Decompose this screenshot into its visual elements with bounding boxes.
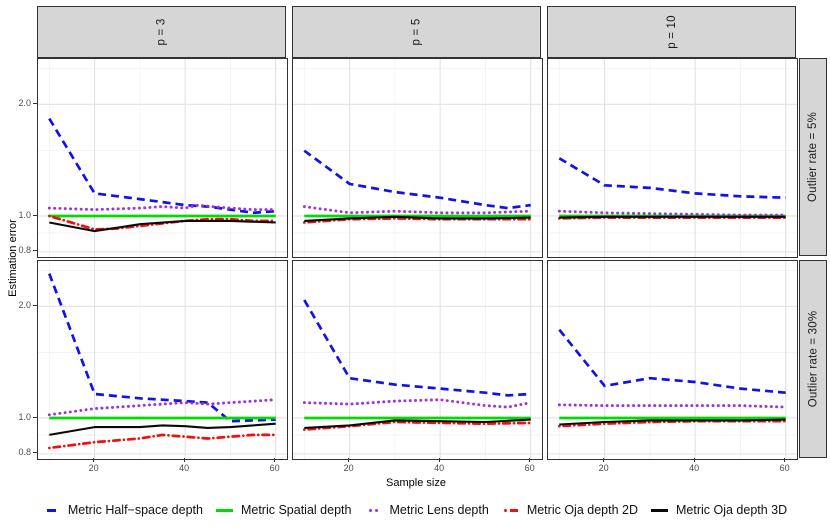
x-tick-mark	[603, 458, 605, 462]
series-halfspace	[303, 299, 531, 397]
y-tick-mark	[33, 214, 37, 216]
legend-item-lens: Metric Lens depth	[364, 503, 489, 517]
panel-p3-outlier5	[37, 58, 288, 258]
series-lens	[557, 403, 788, 409]
series-halfspace	[558, 157, 786, 200]
facet-strip-col-p3: p = 3	[37, 6, 286, 58]
legend-label: Metric Oja depth 2D	[526, 503, 638, 517]
x-tick-mark	[183, 458, 185, 462]
panel-p5-outlier30	[292, 260, 543, 460]
y-tick-label: 2.0	[18, 299, 31, 310]
oja3d-line-key-icon	[651, 508, 669, 512]
x-tick-label: 20	[598, 463, 609, 473]
legend-item-halfspace: Metric Half−space depth	[43, 503, 203, 517]
panel-p5-outlier5	[292, 58, 543, 258]
legend-label: Metric Half−space depth	[67, 503, 203, 517]
y-tick-label: 1.0	[18, 411, 31, 422]
series-oja2d	[47, 433, 278, 450]
legend-key-segment	[503, 508, 507, 512]
x-tick-label: 20	[88, 463, 99, 473]
y-tick-label: 2.0	[18, 97, 31, 108]
legend-key-segment	[510, 508, 519, 512]
legend-key-segment	[651, 508, 669, 512]
series-oja3d	[559, 418, 786, 426]
x-tick-mark	[93, 458, 95, 462]
panel-p10-outlier5	[547, 58, 798, 258]
panel-p10-outlier30	[547, 260, 798, 460]
legend-label: Metric Oja depth 3D	[675, 503, 788, 517]
panel-canvas	[38, 59, 287, 257]
y-tick-mark	[33, 250, 37, 252]
x-tick-mark	[348, 458, 350, 462]
y-tick-mark	[33, 416, 37, 418]
series-oja3d	[304, 418, 531, 429]
series-halfspace	[558, 328, 786, 395]
x-tick-label: 60	[269, 463, 280, 473]
legend-key-segment	[47, 508, 57, 512]
series-lens	[47, 398, 278, 417]
facet-strip-label: p = 10	[665, 15, 678, 49]
panel-canvas	[548, 59, 797, 257]
y-tick-mark	[33, 452, 37, 454]
facet-strip-label: p = 5	[410, 18, 423, 46]
x-tick-label: 40	[434, 463, 445, 473]
facet-strip-label: Outlier rate = 5%	[807, 111, 820, 203]
legend-item-oja2d: Metric Oja depth 2D	[502, 503, 638, 517]
x-tick-mark	[529, 458, 531, 462]
y-tick-label: 1.0	[18, 209, 31, 220]
x-tick-label: 40	[179, 463, 190, 473]
series-lens	[302, 398, 533, 409]
panel-canvas	[293, 59, 542, 257]
y-tick-mark	[33, 304, 37, 306]
series-halfspace	[48, 117, 276, 215]
facet-strip-col-p10: p = 10	[547, 6, 796, 58]
y-tick-label: 0.8	[18, 447, 31, 458]
facet-strip-col-p5: p = 5	[292, 6, 541, 58]
series-lens	[47, 203, 278, 212]
legend-item-oja3d: Metric Oja depth 3D	[651, 503, 787, 517]
y-axis-title: Estimation error	[7, 219, 19, 297]
legend-key-segment	[216, 508, 234, 512]
x-tick-mark	[274, 458, 276, 462]
series-oja3d	[559, 215, 786, 219]
legend-label: Metric Lens depth	[389, 503, 489, 517]
x-axis-title: Sample size	[386, 477, 446, 489]
legend-key-segment	[368, 508, 372, 512]
facet-strip-row-outlier-5: Outlier rate = 5%	[799, 58, 827, 256]
spatial-line-key-icon	[216, 508, 234, 512]
legend-label: Metric Spatial depth	[240, 503, 352, 517]
panel-canvas	[38, 261, 287, 459]
panel-canvas	[293, 261, 542, 459]
panel-canvas	[548, 261, 797, 459]
series-halfspace	[303, 149, 531, 210]
series-oja3d	[304, 215, 531, 222]
x-tick-mark	[438, 458, 440, 462]
x-tick-label: 60	[524, 463, 535, 473]
facet-strip-label: p = 3	[155, 18, 168, 46]
halfspace-line-key-icon	[43, 508, 61, 512]
x-tick-mark	[693, 458, 695, 462]
y-tick-mark	[33, 102, 37, 104]
oja2d-line-key-icon	[502, 508, 520, 512]
legend: Metric Half−space depth Metric Spatial d…	[0, 496, 830, 524]
panel-p3-outlier30	[37, 260, 288, 460]
x-tick-mark	[784, 458, 786, 462]
x-tick-label: 60	[779, 463, 790, 473]
lens-line-key-icon	[364, 508, 382, 512]
series-oja3d	[49, 422, 276, 436]
y-tick-label: 0.8	[18, 245, 31, 256]
series-lens	[302, 205, 533, 215]
facet-strip-row-outlier-30: Outlier rate = 30%	[799, 260, 827, 458]
x-tick-label: 40	[689, 463, 700, 473]
legend-item-spatial: Metric Spatial depth	[216, 503, 351, 517]
legend-key-segment	[375, 508, 379, 512]
facet-strip-label: Outlier rate = 30%	[807, 310, 820, 408]
series-lens	[557, 209, 788, 217]
x-tick-label: 20	[343, 463, 354, 473]
series-halfspace	[48, 273, 276, 423]
series-oja3d	[49, 219, 276, 233]
